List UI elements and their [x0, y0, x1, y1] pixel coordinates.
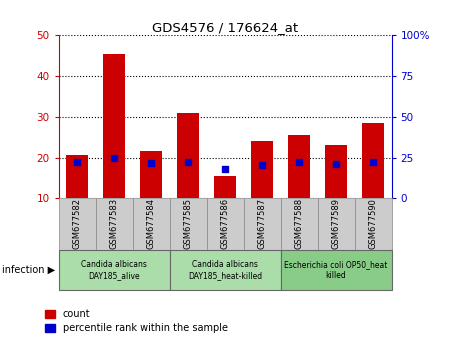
Bar — [280, 198, 318, 250]
Text: GSM677587: GSM677587 — [257, 198, 266, 250]
Text: GSM677583: GSM677583 — [109, 198, 118, 250]
Bar — [66, 155, 88, 198]
Bar — [207, 198, 243, 250]
Bar — [103, 54, 125, 198]
Bar — [140, 152, 162, 198]
Text: GSM677584: GSM677584 — [147, 198, 156, 250]
Bar — [95, 198, 132, 250]
Bar — [325, 145, 347, 198]
Bar — [362, 123, 384, 198]
Bar — [243, 198, 280, 250]
Text: Candida albicans
DAY185_heat-killed: Candida albicans DAY185_heat-killed — [188, 260, 262, 280]
Text: GSM677585: GSM677585 — [184, 198, 193, 250]
Text: GSM677586: GSM677586 — [220, 198, 230, 250]
Bar — [132, 198, 170, 250]
Bar — [251, 141, 273, 198]
Text: GSM677588: GSM677588 — [294, 198, 303, 250]
Text: GSM677582: GSM677582 — [72, 198, 81, 250]
Bar — [318, 198, 355, 250]
Text: Candida albicans
DAY185_alive: Candida albicans DAY185_alive — [81, 260, 147, 280]
Title: GDS4576 / 176624_at: GDS4576 / 176624_at — [152, 21, 298, 34]
Text: Escherichia coli OP50_heat
killed: Escherichia coli OP50_heat killed — [284, 260, 388, 280]
Bar — [280, 250, 392, 290]
Bar — [355, 198, 392, 250]
Bar — [58, 250, 170, 290]
Text: GSM677589: GSM677589 — [332, 198, 341, 250]
Text: GSM677590: GSM677590 — [369, 199, 378, 249]
Bar — [214, 176, 236, 198]
Legend: count, percentile rank within the sample: count, percentile rank within the sample — [45, 309, 228, 333]
Bar — [58, 198, 95, 250]
Text: infection ▶: infection ▶ — [2, 265, 55, 275]
Bar — [177, 113, 199, 198]
Bar — [170, 250, 280, 290]
Bar — [288, 135, 310, 198]
Bar — [170, 198, 207, 250]
